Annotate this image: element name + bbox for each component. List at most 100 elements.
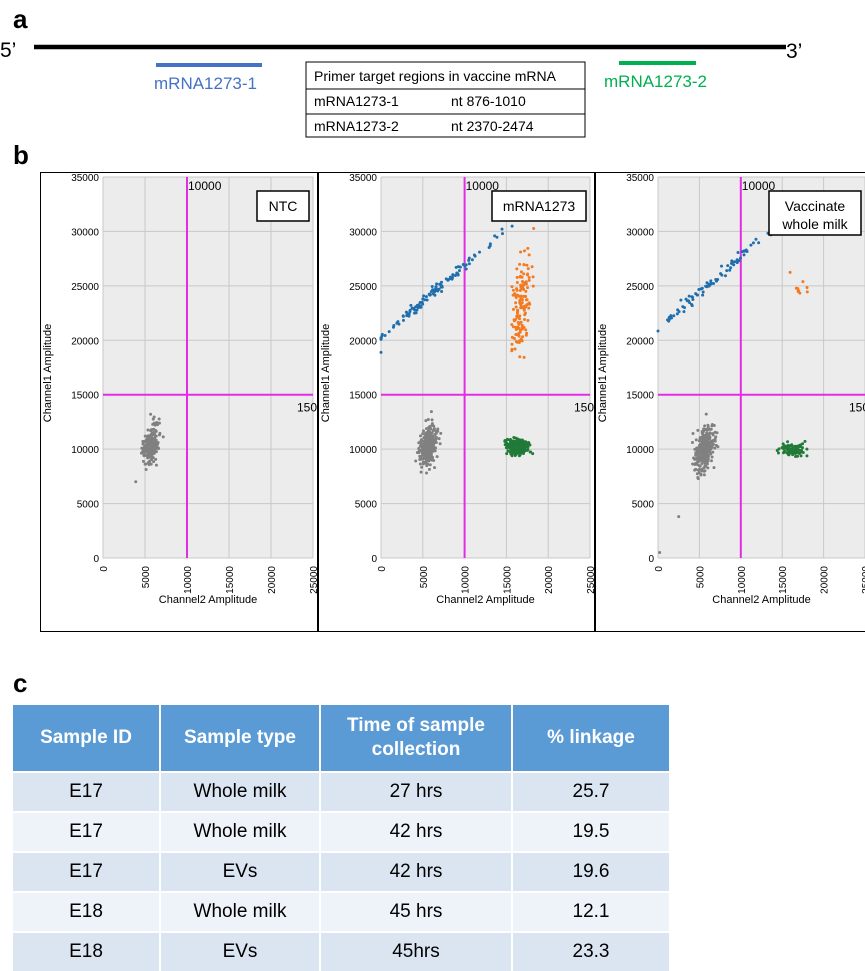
droplet-point [531,275,535,279]
droplet-point [699,473,703,477]
cell-sample-type: Whole milk [160,811,321,852]
droplet-point [702,446,706,450]
droplet-point [692,456,696,460]
droplet-point [691,298,695,302]
droplet-point [467,262,471,266]
header-percent-linkage: % linkage [512,705,669,772]
droplet-point [701,433,705,437]
y-tick-label: 25000 [349,282,377,293]
y-tick-label: 30000 [626,227,654,238]
droplet-point [510,448,514,452]
droplet-point [414,459,418,463]
droplet-point [440,280,444,284]
droplet-point [141,439,145,443]
droplet-point [451,273,455,277]
droplet-point [518,438,522,442]
sample-label-box [491,190,587,222]
x-tick-label: 15000 [778,566,789,594]
droplet-point [157,421,161,425]
droplet-point [421,429,425,433]
droplet-point [143,434,147,438]
y-tick-label: 5000 [77,500,100,511]
droplet-point [515,440,519,444]
droplet-point [140,450,144,454]
droplet-point [428,463,432,467]
droplet-point [738,256,742,260]
plot-vaccinate-whole-milk: 0 5000 10000 15000 20000 25000 0 5000 10000 15000… [595,172,865,632]
droplet-point [430,285,434,289]
droplet-point [713,439,717,443]
y-tick-label: 15000 [626,391,654,402]
droplet-point [463,264,467,268]
panel-b: b 0 5000 10000 15000 20000 25000 0 5000 10000 150… [0,140,865,640]
y-tick-label: 30000 [71,227,99,238]
droplet-point [457,269,461,273]
droplet-point [519,302,523,306]
droplet-point [702,473,706,477]
primer-info-row1-name: mRNA1273-1 [314,93,399,109]
droplet-point [708,448,712,452]
droplet-point [526,267,530,271]
sample-label: whole milk [781,216,848,232]
droplet-point [697,453,701,457]
droplet-point [749,243,753,247]
droplet-point [161,435,165,439]
droplet-point [515,340,519,344]
droplet-point [801,442,805,446]
droplet-point [425,471,429,475]
droplet-point [797,452,801,456]
droplet-point [521,447,525,451]
primer-info-row2-name: mRNA1273-2 [314,118,399,134]
droplet-point [694,461,698,465]
droplet-point [143,439,147,443]
droplet-point [788,444,792,448]
droplet-point [704,428,708,432]
droplet-point [426,429,430,433]
droplet-point [518,440,522,444]
cell-linkage: 25.7 [512,771,669,812]
droplet-point [409,303,413,307]
droplet-point [430,423,434,427]
droplet-point [427,467,431,471]
droplet-point [730,261,734,265]
droplet-point [521,279,525,283]
threshold-y-label: 150 [849,401,865,415]
y-tick-label: 20000 [626,336,654,347]
droplet-point [151,432,155,436]
droplet-point [518,339,522,343]
droplet-point [470,258,474,262]
droplet-point [706,459,710,463]
droplet-point [505,437,509,441]
panel-a: a 5’ 3’ mRNA1273-1 mRNA1273-2 Primer tar… [0,0,865,160]
droplet-point [679,298,683,302]
droplet-point [705,281,709,285]
droplet-point [699,446,703,450]
droplet-point [428,293,432,297]
plot-area [381,177,590,558]
droplet-point [419,434,423,438]
droplet-point [526,246,530,250]
x-tick-label: 25000 [586,566,596,594]
droplet-point [699,450,703,454]
y-tick-label: 10000 [71,445,99,456]
droplet-point [720,264,724,268]
droplet-point [788,270,792,274]
droplet-point [527,253,531,257]
table-row: E18 EVs 45hrs 23.3 [13,931,669,971]
droplet-point [518,355,522,359]
cell-sample-id: E18 [13,891,161,932]
cell-sample-type: EVs [160,851,321,892]
droplet-point [805,454,809,458]
droplet-point [725,269,729,273]
droplet-point [702,466,706,470]
droplet-point [793,450,797,454]
droplet-point [420,451,424,455]
droplet-point [510,342,514,346]
droplet-point [515,281,519,285]
droplet-point [514,436,518,440]
droplet-point [715,431,719,435]
droplet-point [149,454,153,458]
sample-label: mRNA1273 [503,198,576,214]
droplet-point [430,418,434,422]
table-header-row: Sample ID Sample type Time of sample col… [13,705,669,772]
